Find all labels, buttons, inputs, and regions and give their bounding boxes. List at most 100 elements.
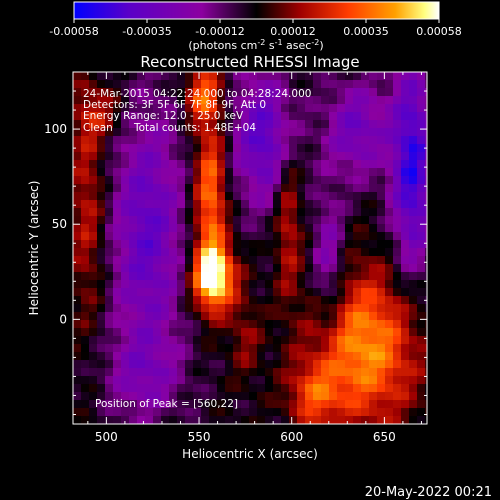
heatmap-cell bbox=[193, 208, 202, 217]
heatmap-cell bbox=[257, 184, 266, 193]
heatmap-cell bbox=[265, 112, 274, 121]
heatmap-cell bbox=[273, 304, 282, 313]
heatmap-cell bbox=[129, 144, 138, 153]
heatmap-cell bbox=[209, 280, 218, 289]
heatmap-cell bbox=[233, 176, 242, 185]
heatmap-cell bbox=[257, 88, 266, 97]
heatmap-cell bbox=[345, 352, 354, 361]
heatmap-cell bbox=[297, 168, 306, 177]
time-range-text: 24-Mar-2015 04:22:24.000 to 04:28:24.000 bbox=[83, 88, 311, 100]
heatmap-cell bbox=[393, 256, 402, 265]
heatmap-cell bbox=[233, 96, 242, 105]
heatmap-cell bbox=[201, 256, 210, 265]
heatmap-cell bbox=[313, 144, 322, 153]
heatmap-cell bbox=[385, 216, 394, 225]
heatmap-cell bbox=[153, 96, 162, 105]
heatmap-cell bbox=[209, 136, 218, 145]
heatmap-cell bbox=[89, 192, 98, 201]
heatmap-cell bbox=[209, 392, 218, 401]
heatmap-cell bbox=[305, 224, 314, 233]
heatmap-cell bbox=[417, 208, 426, 217]
heatmap-cell bbox=[129, 376, 138, 385]
heatmap-cell bbox=[361, 368, 370, 377]
heatmap-cell bbox=[129, 320, 138, 329]
heatmap-cell bbox=[305, 240, 314, 249]
heatmap-cell bbox=[73, 168, 82, 177]
heatmap-cell bbox=[313, 120, 322, 129]
heatmap-cell bbox=[425, 200, 427, 209]
heatmap-cell bbox=[401, 328, 410, 337]
heatmap-cell bbox=[385, 328, 394, 337]
x-tick-label: 650 bbox=[373, 430, 396, 444]
heatmap-cell bbox=[401, 312, 410, 321]
heatmap-cell bbox=[417, 112, 426, 121]
heatmap-cell bbox=[305, 232, 314, 241]
heatmap-cell bbox=[313, 272, 322, 281]
heatmap-cell bbox=[169, 272, 178, 281]
heatmap-cell bbox=[313, 256, 322, 265]
heatmap-cell bbox=[153, 224, 162, 233]
heatmap-cell bbox=[217, 240, 226, 249]
heatmap-cell bbox=[385, 80, 394, 89]
heatmap-cell bbox=[193, 256, 202, 265]
heatmap-cell bbox=[393, 128, 402, 137]
heatmap-cell bbox=[321, 312, 330, 321]
heatmap-cell bbox=[329, 216, 338, 225]
heatmap-cell bbox=[153, 416, 162, 424]
heatmap-cell bbox=[113, 152, 122, 161]
heatmap-cell bbox=[337, 200, 346, 209]
heatmap-cell bbox=[417, 384, 426, 393]
heatmap-cell bbox=[289, 272, 298, 281]
heatmap-cell bbox=[401, 120, 410, 129]
heatmap-cell bbox=[209, 296, 218, 305]
heatmap-cell bbox=[249, 328, 258, 337]
heatmap-cell bbox=[217, 80, 226, 89]
heatmap-cell bbox=[393, 360, 402, 369]
heatmap-cell bbox=[89, 328, 98, 337]
heatmap-cell bbox=[201, 176, 210, 185]
heatmap-cell bbox=[81, 96, 90, 105]
heatmap-cell bbox=[297, 240, 306, 249]
heatmap-cell bbox=[185, 344, 194, 353]
heatmap-cell bbox=[177, 352, 186, 361]
heatmap-cell bbox=[249, 400, 258, 409]
heatmap-cell bbox=[281, 272, 290, 281]
heatmap-cell bbox=[385, 256, 394, 265]
heatmap-cell bbox=[265, 136, 274, 145]
heatmap-cell bbox=[385, 176, 394, 185]
heatmap-cell bbox=[177, 320, 186, 329]
heatmap-cell bbox=[193, 304, 202, 313]
heatmap-cell bbox=[233, 344, 242, 353]
heatmap-cell bbox=[145, 216, 154, 225]
heatmap-cell bbox=[369, 88, 378, 97]
heatmap-cell bbox=[97, 144, 106, 153]
heatmap-cell bbox=[185, 88, 194, 97]
heatmap-cell bbox=[249, 112, 258, 121]
heatmap-cell bbox=[281, 160, 290, 169]
heatmap-cell bbox=[361, 408, 370, 417]
heatmap-cell bbox=[329, 224, 338, 233]
heatmap-cell bbox=[281, 72, 290, 81]
heatmap-cell bbox=[393, 176, 402, 185]
heatmap-cell bbox=[153, 320, 162, 329]
heatmap-cell bbox=[217, 296, 226, 305]
heatmap-cell bbox=[153, 392, 162, 401]
heatmap-cell bbox=[185, 352, 194, 361]
heatmap-cell bbox=[377, 232, 386, 241]
heatmap-cell bbox=[233, 320, 242, 329]
heatmap-cell bbox=[313, 200, 322, 209]
heatmap-cell bbox=[97, 328, 106, 337]
heatmap-cell bbox=[385, 240, 394, 249]
heatmap-cell bbox=[273, 240, 282, 249]
heatmap-cell bbox=[265, 168, 274, 177]
heatmap-cell bbox=[145, 240, 154, 249]
heatmap-cell bbox=[249, 128, 258, 137]
heatmap-cell bbox=[185, 128, 194, 137]
heatmap-cell bbox=[313, 128, 322, 137]
heatmap-cell bbox=[257, 296, 266, 305]
heatmap-cell bbox=[161, 112, 170, 121]
heatmap-cell bbox=[169, 344, 178, 353]
heatmap-cell bbox=[201, 160, 210, 169]
heatmap-cell bbox=[105, 248, 114, 257]
heatmap-cell bbox=[129, 392, 138, 401]
